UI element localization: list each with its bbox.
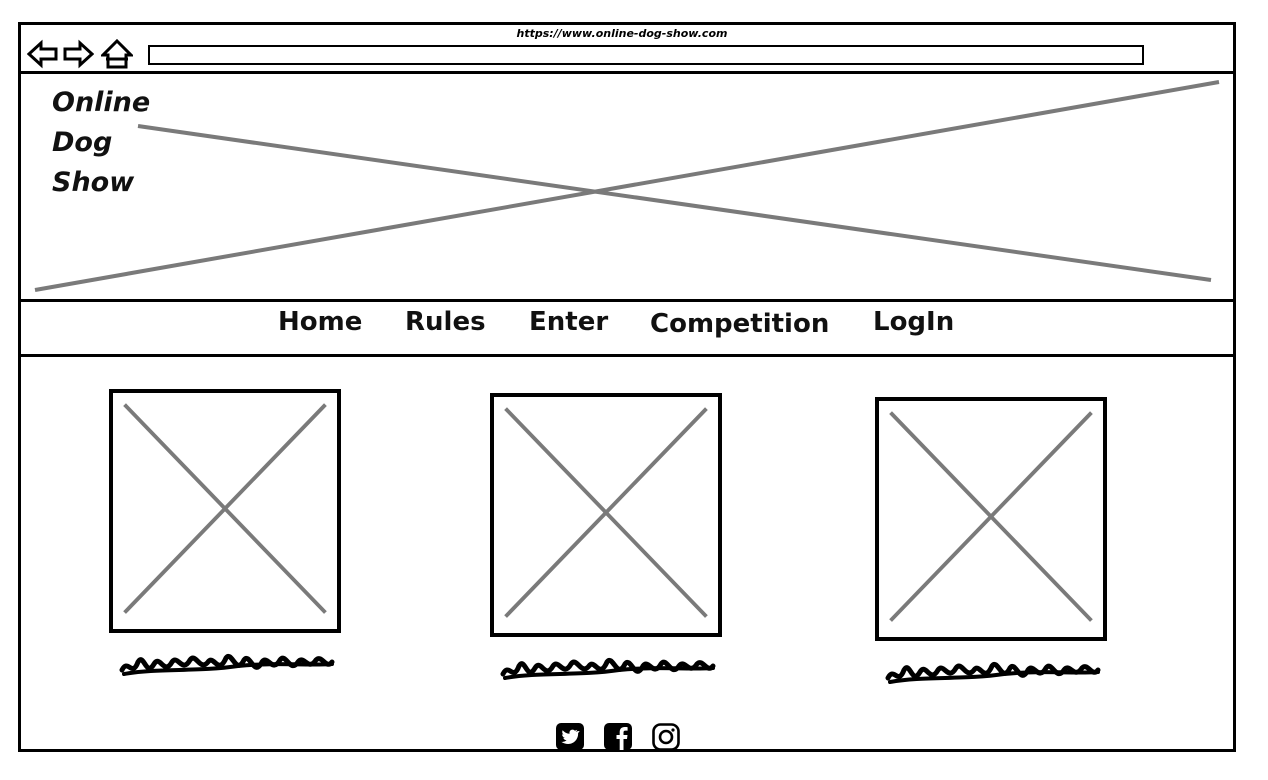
facebook-icon[interactable] — [602, 720, 634, 752]
arrow-right-icon[interactable] — [62, 38, 94, 70]
nav-enter[interactable]: Enter — [529, 307, 609, 337]
address-divider — [18, 71, 1236, 74]
caption-scribble — [118, 648, 336, 682]
dog-image-placeholder[interactable] — [490, 393, 722, 637]
logo-line: Online — [52, 87, 151, 118]
banner-divider — [18, 299, 1236, 302]
logo-line: Dog — [52, 127, 113, 158]
url-text: https://www.online-dog-show.com — [516, 27, 728, 40]
nav-home[interactable]: Home — [278, 307, 363, 337]
caption-scribble — [884, 656, 1102, 690]
nav-competition[interactable]: Competition — [650, 309, 830, 339]
dog-image-placeholder[interactable] — [109, 389, 341, 633]
nav-rules[interactable]: Rules — [405, 307, 486, 337]
address-bar[interactable] — [148, 45, 1144, 65]
logo-line: Show — [52, 167, 135, 198]
twitter-icon[interactable] — [554, 720, 586, 752]
browser-window — [18, 22, 1236, 752]
nav-login[interactable]: LogIn — [873, 307, 955, 337]
arrow-left-icon[interactable] — [27, 38, 59, 70]
caption-scribble — [499, 652, 717, 686]
home-icon[interactable] — [101, 38, 133, 70]
banner-image-placeholder — [34, 80, 1220, 292]
nav-divider — [18, 354, 1236, 357]
instagram-icon[interactable] — [650, 720, 682, 752]
dog-image-placeholder[interactable] — [875, 397, 1107, 641]
site-logo[interactable]: Online Dog Show — [52, 83, 172, 203]
